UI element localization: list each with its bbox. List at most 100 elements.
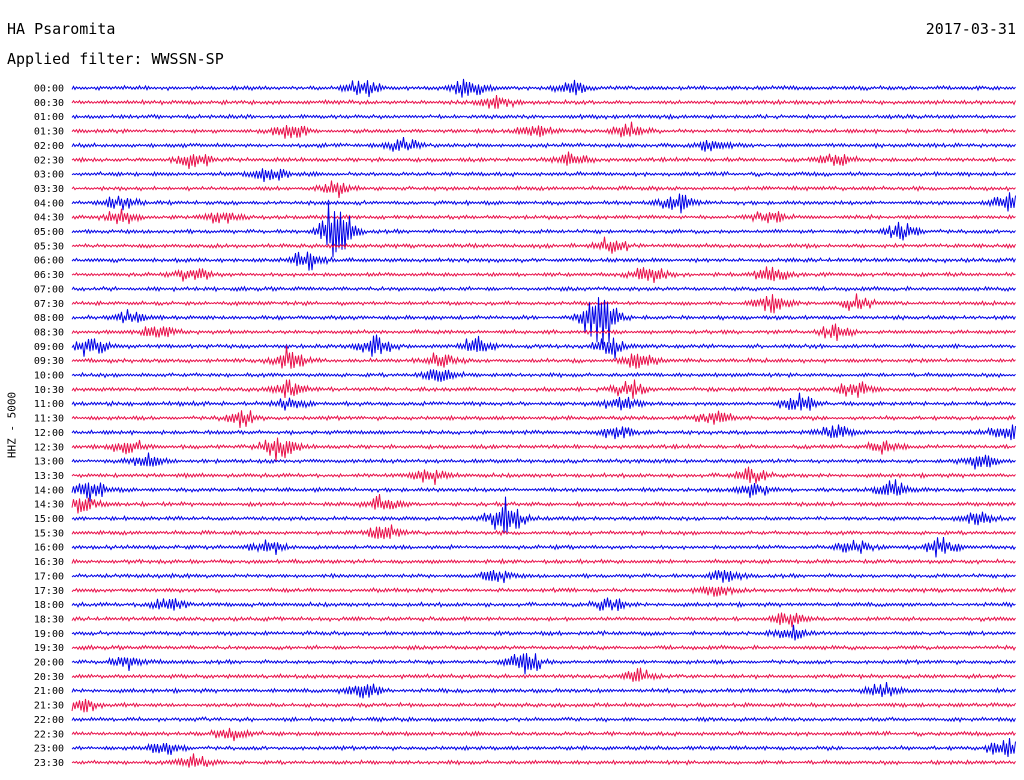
trace-row [71, 203, 1016, 258]
row-label: 21:30 [34, 701, 64, 712]
trace-row [71, 597, 1016, 611]
trace-row [71, 715, 1016, 723]
row-label: 05:00 [34, 227, 64, 238]
trace-row [71, 667, 1016, 682]
row-label: 18:30 [34, 614, 64, 625]
trace-row [71, 297, 1016, 345]
row-label: 06:00 [34, 256, 64, 267]
trace-row [71, 479, 1016, 502]
trace-row [71, 524, 1016, 540]
date-label: 2017-03-31 [925, 20, 1016, 38]
trace-row [71, 137, 1016, 152]
trace-row [71, 293, 1016, 314]
station-title: HA Psaromita [7, 20, 116, 38]
trace-row [71, 392, 1016, 411]
trace-row [71, 612, 1016, 628]
row-label: 22:00 [34, 715, 64, 726]
row-label: 12:30 [34, 442, 64, 453]
trace-row [71, 698, 1016, 713]
row-label: 16:00 [34, 543, 64, 554]
trace-row [71, 323, 1016, 342]
row-label: 02:30 [34, 155, 64, 166]
trace-row [71, 180, 1016, 198]
trace-row [71, 452, 1016, 470]
trace-lines [71, 78, 1016, 768]
row-label: 12:00 [34, 428, 64, 439]
trace-row [71, 753, 1016, 768]
row-label: 10:30 [34, 385, 64, 396]
row-label: 07:30 [34, 299, 64, 310]
row-label: 06:30 [34, 270, 64, 281]
trace-row [71, 334, 1016, 359]
trace-row [71, 727, 1016, 742]
trace-row [71, 496, 1016, 533]
row-label: 04:30 [34, 213, 64, 224]
trace-row [71, 192, 1016, 214]
trace-row [71, 557, 1016, 565]
row-label: 03:00 [34, 170, 64, 181]
trace-row [71, 121, 1016, 139]
trace-row [71, 251, 1016, 271]
row-label: 09:30 [34, 356, 64, 367]
row-label: 17:00 [34, 571, 64, 582]
row-label: 01:00 [34, 112, 64, 123]
trace-row [71, 208, 1016, 225]
trace-row [71, 345, 1016, 369]
trace-row [71, 466, 1016, 485]
trace-row [71, 78, 1016, 98]
trace-row [71, 424, 1016, 441]
row-label: 16:30 [34, 557, 64, 568]
trace-row [71, 585, 1016, 597]
row-label: 08:00 [34, 313, 64, 324]
trace-row [71, 151, 1016, 170]
trace-row [71, 644, 1016, 652]
row-label: 02:00 [34, 141, 64, 152]
row-label: 20:00 [34, 658, 64, 669]
row-label: 07:00 [34, 284, 64, 295]
trace-row [71, 624, 1016, 641]
trace-row [71, 285, 1016, 293]
trace-row [71, 236, 1016, 254]
row-label: 23:00 [34, 744, 64, 755]
row-label: 00:00 [34, 84, 64, 95]
trace-row [71, 537, 1016, 558]
trace-row [71, 653, 1016, 675]
trace-row [71, 266, 1016, 283]
row-label: 22:30 [34, 729, 64, 740]
row-label: 19:00 [34, 629, 64, 640]
row-label: 00:30 [34, 98, 64, 109]
row-label: 11:00 [34, 399, 64, 410]
row-label: 14:00 [34, 485, 64, 496]
row-label: 10:00 [34, 371, 64, 382]
row-label: 13:30 [34, 471, 64, 482]
row-label: 18:00 [34, 600, 64, 611]
row-label: 01:30 [34, 127, 64, 138]
row-label: 11:30 [34, 414, 64, 425]
trace-row [71, 113, 1016, 121]
row-label: 15:00 [34, 514, 64, 525]
row-label: 03:30 [34, 184, 64, 195]
row-label: 17:30 [34, 586, 64, 597]
row-label: 19:30 [34, 643, 64, 654]
row-label: 23:30 [34, 758, 64, 769]
row-label: 05:30 [34, 241, 64, 252]
trace-row [71, 737, 1016, 758]
trace-row [71, 410, 1016, 428]
row-label: 04:00 [34, 198, 64, 209]
trace-row [71, 94, 1016, 109]
row-label: 20:30 [34, 672, 64, 683]
trace-row [71, 682, 1016, 699]
row-label: 08:30 [34, 327, 64, 338]
row-label: 13:00 [34, 457, 64, 468]
row-labels: 00:00 00:30 01:00 01:30 02:00 02:30 03:00 03:30… [34, 84, 64, 769]
filter-label: Applied filter: WWSSN-SP [7, 50, 224, 68]
trace-row [71, 369, 1016, 382]
row-label: 09:00 [34, 342, 64, 353]
trace-row [71, 437, 1016, 462]
trace-row [71, 493, 1016, 514]
trace-row [71, 570, 1016, 584]
trace-row [71, 379, 1016, 399]
trace-row [71, 168, 1016, 182]
row-label: 15:30 [34, 528, 64, 539]
